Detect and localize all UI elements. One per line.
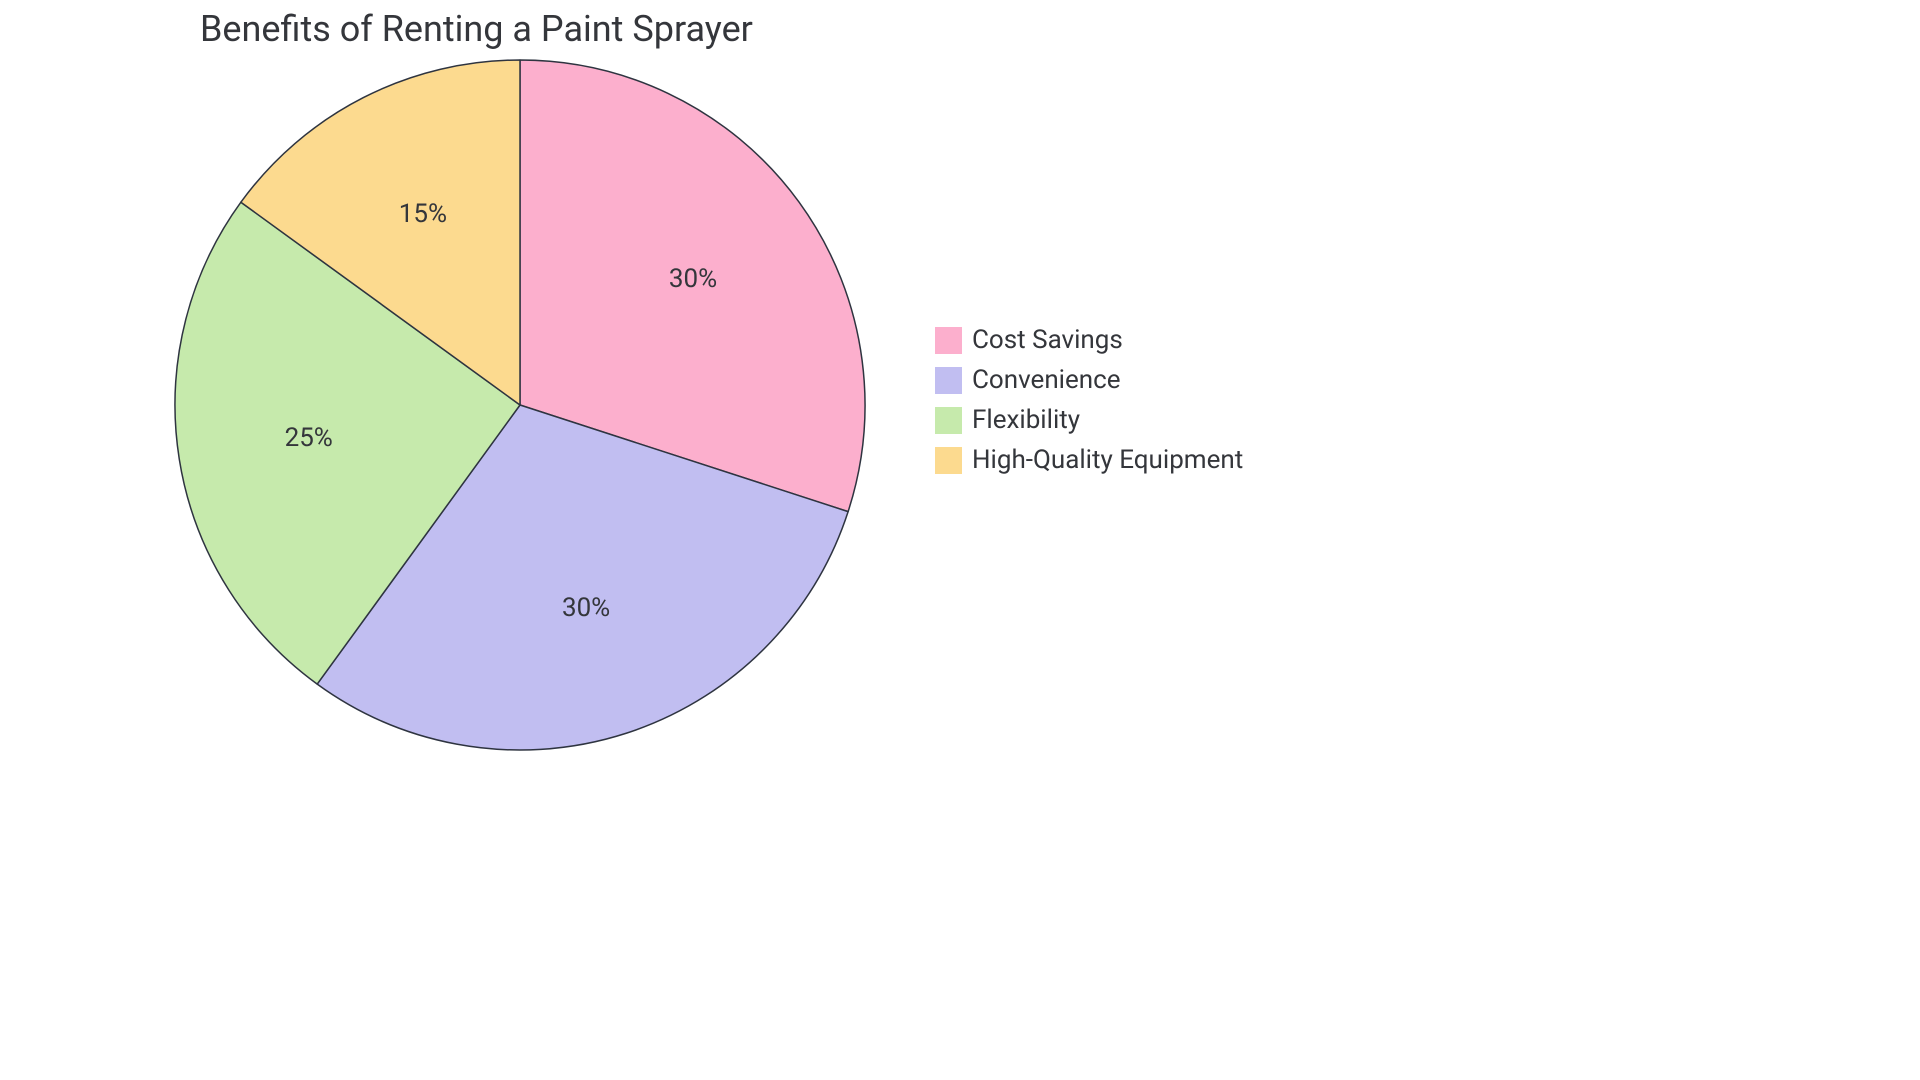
legend-label: Convenience	[972, 365, 1121, 395]
legend-label: Flexibility	[972, 405, 1080, 435]
legend-label: High-Quality Equipment	[972, 445, 1243, 475]
slice-percent-label: 25%	[285, 423, 333, 453]
legend-label: Cost Savings	[972, 325, 1123, 355]
legend-swatch	[935, 407, 962, 434]
legend-swatch	[935, 327, 962, 354]
legend-item: Cost Savings	[935, 325, 1243, 355]
legend-item: Flexibility	[935, 405, 1243, 435]
chart-container: Benefits of Renting a Paint Sprayer 30% 3…	[0, 0, 1440, 804]
slice-percent-label: 15%	[399, 199, 447, 229]
legend: Cost Savings Convenience Flexibility High-Q…	[935, 325, 1243, 475]
legend-item: High-Quality Equipment	[935, 445, 1243, 475]
legend-swatch	[935, 367, 962, 394]
slice-percent-label: 30%	[669, 264, 717, 294]
chart-title: Benefits of Renting a Paint Sprayer	[200, 8, 753, 50]
legend-swatch	[935, 447, 962, 474]
pie-chart	[173, 58, 867, 756]
pie-svg	[173, 58, 867, 752]
slice-percent-label: 30%	[562, 593, 610, 623]
legend-item: Convenience	[935, 365, 1243, 395]
